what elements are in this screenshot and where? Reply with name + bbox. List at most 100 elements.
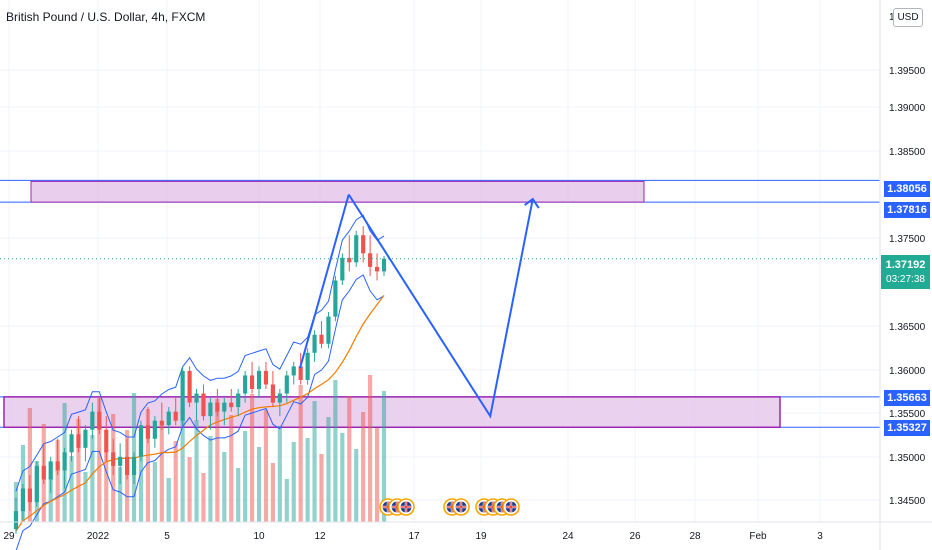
candle-body xyxy=(76,434,81,448)
volume-bar xyxy=(284,479,289,522)
volume-bar xyxy=(256,447,262,522)
candles xyxy=(13,226,387,534)
arrow-head xyxy=(524,197,540,209)
candle-body xyxy=(194,393,199,403)
volume-bar xyxy=(368,375,373,522)
volume-bar xyxy=(263,410,269,522)
volume-bar xyxy=(187,457,192,522)
candle-body xyxy=(27,488,32,503)
volume-bar xyxy=(55,440,60,522)
candle-body xyxy=(208,402,213,417)
volume-bar xyxy=(20,445,26,522)
candle-body xyxy=(62,452,67,471)
volume-bar xyxy=(381,391,387,522)
time-tick-label: 26 xyxy=(629,531,641,542)
volume-bar xyxy=(347,396,352,522)
projection-drawing[interactable] xyxy=(299,193,540,419)
volume-bar xyxy=(298,385,303,522)
price-label-lower-zone-bottom: 1.35327 xyxy=(884,420,930,436)
flag-red-v xyxy=(492,501,494,513)
volume-bar xyxy=(201,473,206,522)
flag-red-v xyxy=(460,501,462,513)
volume-bar xyxy=(173,441,178,522)
current-price: 1.37192 xyxy=(885,259,926,271)
time-tick-label: 24 xyxy=(562,531,574,542)
candle-body xyxy=(305,352,310,380)
candle-body xyxy=(277,393,282,403)
bollinger-upper xyxy=(15,214,385,492)
bollinger-bands xyxy=(15,214,385,550)
flag-red-v xyxy=(405,501,407,513)
candle-body xyxy=(131,456,137,475)
bar-countdown: 03:27:38 xyxy=(886,274,925,285)
candle-body xyxy=(34,465,39,503)
volume-bar xyxy=(249,394,255,522)
candle-body xyxy=(368,253,373,267)
candle-body xyxy=(55,461,60,471)
time-tick-label: 10 xyxy=(253,531,265,542)
price-tick-label: 1.39500 xyxy=(889,66,926,77)
volume-bar xyxy=(229,415,234,522)
volume-bar xyxy=(48,477,53,522)
candle-body xyxy=(354,235,359,263)
volume-bar xyxy=(312,401,317,522)
candle-body xyxy=(152,420,157,439)
lower-zone-box xyxy=(3,396,781,429)
volume-bar xyxy=(291,442,296,522)
volume-bar xyxy=(76,419,81,522)
candle-body xyxy=(97,411,102,430)
candle-body xyxy=(125,456,130,475)
zones xyxy=(0,179,880,429)
volume-bar xyxy=(305,438,310,522)
candle-body xyxy=(215,402,220,412)
candle-body xyxy=(104,429,109,453)
time-tick-label: 29 xyxy=(3,531,15,542)
candle-body xyxy=(243,375,248,394)
candle-body xyxy=(298,366,303,380)
flag-red-v xyxy=(483,501,485,513)
price-tick-label: 1.36000 xyxy=(889,366,926,377)
time-tick-label: 5 xyxy=(164,531,170,542)
volume-bar xyxy=(236,468,241,522)
volume-bar xyxy=(27,408,32,522)
candle-body xyxy=(333,280,338,317)
chart-title: British Pound / U.S. Dollar, 4h, FXCM xyxy=(6,10,206,24)
price-tick-label: 1.38500 xyxy=(889,147,926,158)
candle-body xyxy=(256,370,262,390)
price-tick-label: 1.35500 xyxy=(889,409,926,420)
economic-events[interactable] xyxy=(379,498,520,516)
volume-bar xyxy=(83,472,88,522)
time-tick-label: 28 xyxy=(689,531,701,542)
volume-bar xyxy=(104,451,109,522)
candle-body xyxy=(319,334,324,344)
volume-bar xyxy=(319,454,324,522)
volume-bar xyxy=(159,425,164,522)
candle-body xyxy=(180,370,185,421)
currency-button[interactable]: USD xyxy=(893,8,923,27)
candle-body xyxy=(263,370,269,385)
uk-flag-event-icon[interactable] xyxy=(452,498,470,516)
uk-flag-event-icon[interactable] xyxy=(502,498,520,516)
flag-red-v xyxy=(396,501,398,513)
volume-bar xyxy=(152,462,157,522)
candle-body xyxy=(312,334,317,353)
volume-bar xyxy=(215,399,220,522)
candle-body xyxy=(326,316,331,344)
price-label-upper-zone-bottom: 1.37816 xyxy=(884,202,930,218)
candle-body xyxy=(138,425,144,457)
time-tick-label: 3 xyxy=(817,531,823,542)
volume-bar xyxy=(90,435,95,522)
upper-zone-box xyxy=(30,180,645,203)
candle-body xyxy=(111,452,116,466)
candle-body xyxy=(340,257,345,281)
uk-flag-event-icon[interactable] xyxy=(397,498,415,516)
candle-body xyxy=(187,370,192,403)
volume-bar xyxy=(361,412,366,522)
volume-bar xyxy=(208,436,213,522)
volume-bar xyxy=(277,426,282,522)
price-tick-label: 1.35000 xyxy=(889,453,926,464)
candle-body xyxy=(118,456,123,466)
price-label-lower-zone-top: 1.35663 xyxy=(884,390,930,406)
volume-bar xyxy=(326,417,331,522)
